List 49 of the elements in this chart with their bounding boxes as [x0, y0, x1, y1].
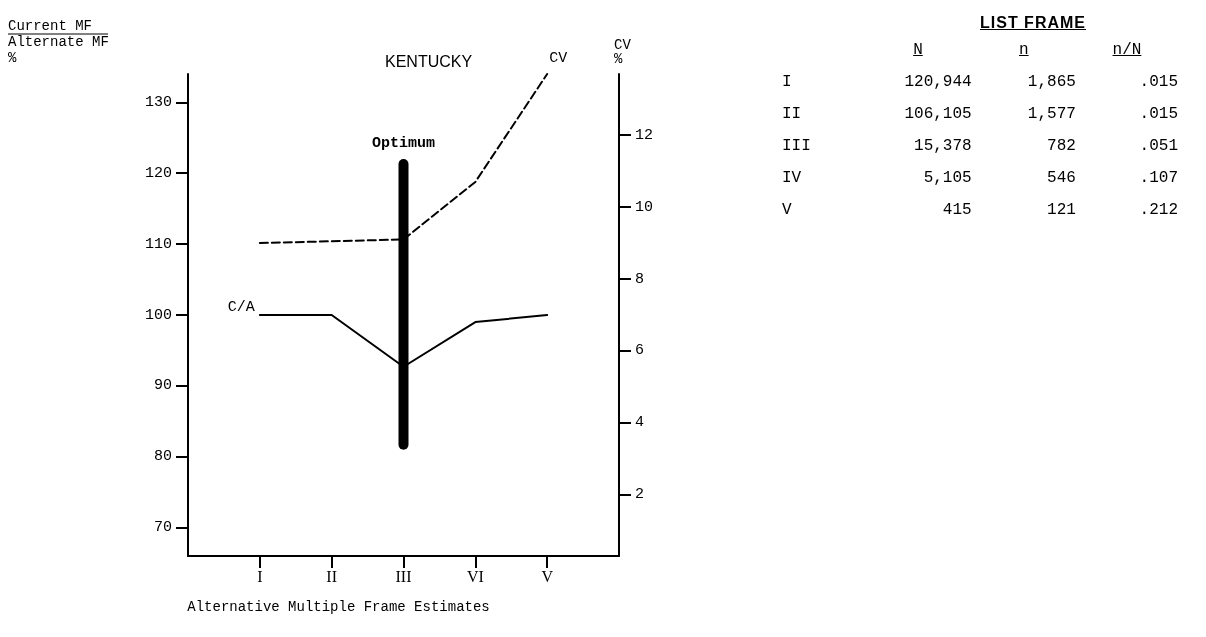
series-label: CV [549, 49, 568, 67]
text: N [912, 40, 924, 61]
x-tick-label: VI [466, 567, 484, 585]
y2-tick-label: 8 [635, 270, 645, 288]
series-label: C/A [227, 298, 255, 316]
y2-tick-label: 6 [635, 342, 645, 360]
y2-tick-label: 12 [635, 126, 654, 144]
y2-axis-title: CV % [614, 37, 632, 67]
series-label: Optimum [371, 135, 436, 153]
x-tick-label: II [326, 567, 337, 585]
x-axis-title: Alternative Multiple Frame Estimates [187, 599, 490, 615]
text: 15,378 [913, 136, 972, 157]
text: 5,105 [922, 168, 972, 189]
text: 546 [1046, 168, 1076, 189]
chart-title: KENTUCKY [385, 52, 473, 70]
y-tick-label: 130 [144, 93, 172, 111]
text: 1,865 [1026, 72, 1076, 93]
text: 121 [1046, 200, 1076, 221]
y2-tick-label: 4 [635, 414, 645, 432]
text: I [781, 72, 793, 93]
y-tick-label: 100 [144, 306, 172, 324]
text: 415 [941, 200, 972, 221]
text: 120,944 [903, 72, 972, 93]
y-tick-label: 80 [153, 448, 172, 466]
text: .051 [1138, 136, 1178, 157]
text: LIST FRAME [979, 14, 1087, 32]
y-tick-label: 90 [153, 377, 172, 395]
y-tick-label: 120 [144, 164, 172, 182]
text: .107 [1138, 168, 1178, 189]
text: .015 [1138, 72, 1178, 93]
text: 1,577 [1026, 104, 1076, 125]
y-tick-label: 110 [144, 235, 172, 253]
y2-tick-label: 2 [635, 486, 645, 504]
text: II [781, 104, 803, 125]
text: 782 [1046, 136, 1076, 157]
text: V [781, 200, 793, 221]
x-tick-label: V [541, 567, 554, 585]
y2-tick-label: 10 [635, 198, 654, 216]
text: .212 [1138, 200, 1178, 221]
text: n [1017, 40, 1030, 61]
text: n/N [1111, 40, 1143, 61]
text: IV [781, 168, 803, 189]
text: III [781, 136, 812, 157]
text: 106,105 [903, 104, 972, 125]
y-tick-label: 70 [153, 519, 172, 537]
y-axis-title: Current MF Alternate MF % [8, 18, 109, 66]
text: .015 [1138, 104, 1178, 125]
x-tick-label: III [395, 567, 412, 585]
x-tick-label: I [257, 567, 263, 585]
